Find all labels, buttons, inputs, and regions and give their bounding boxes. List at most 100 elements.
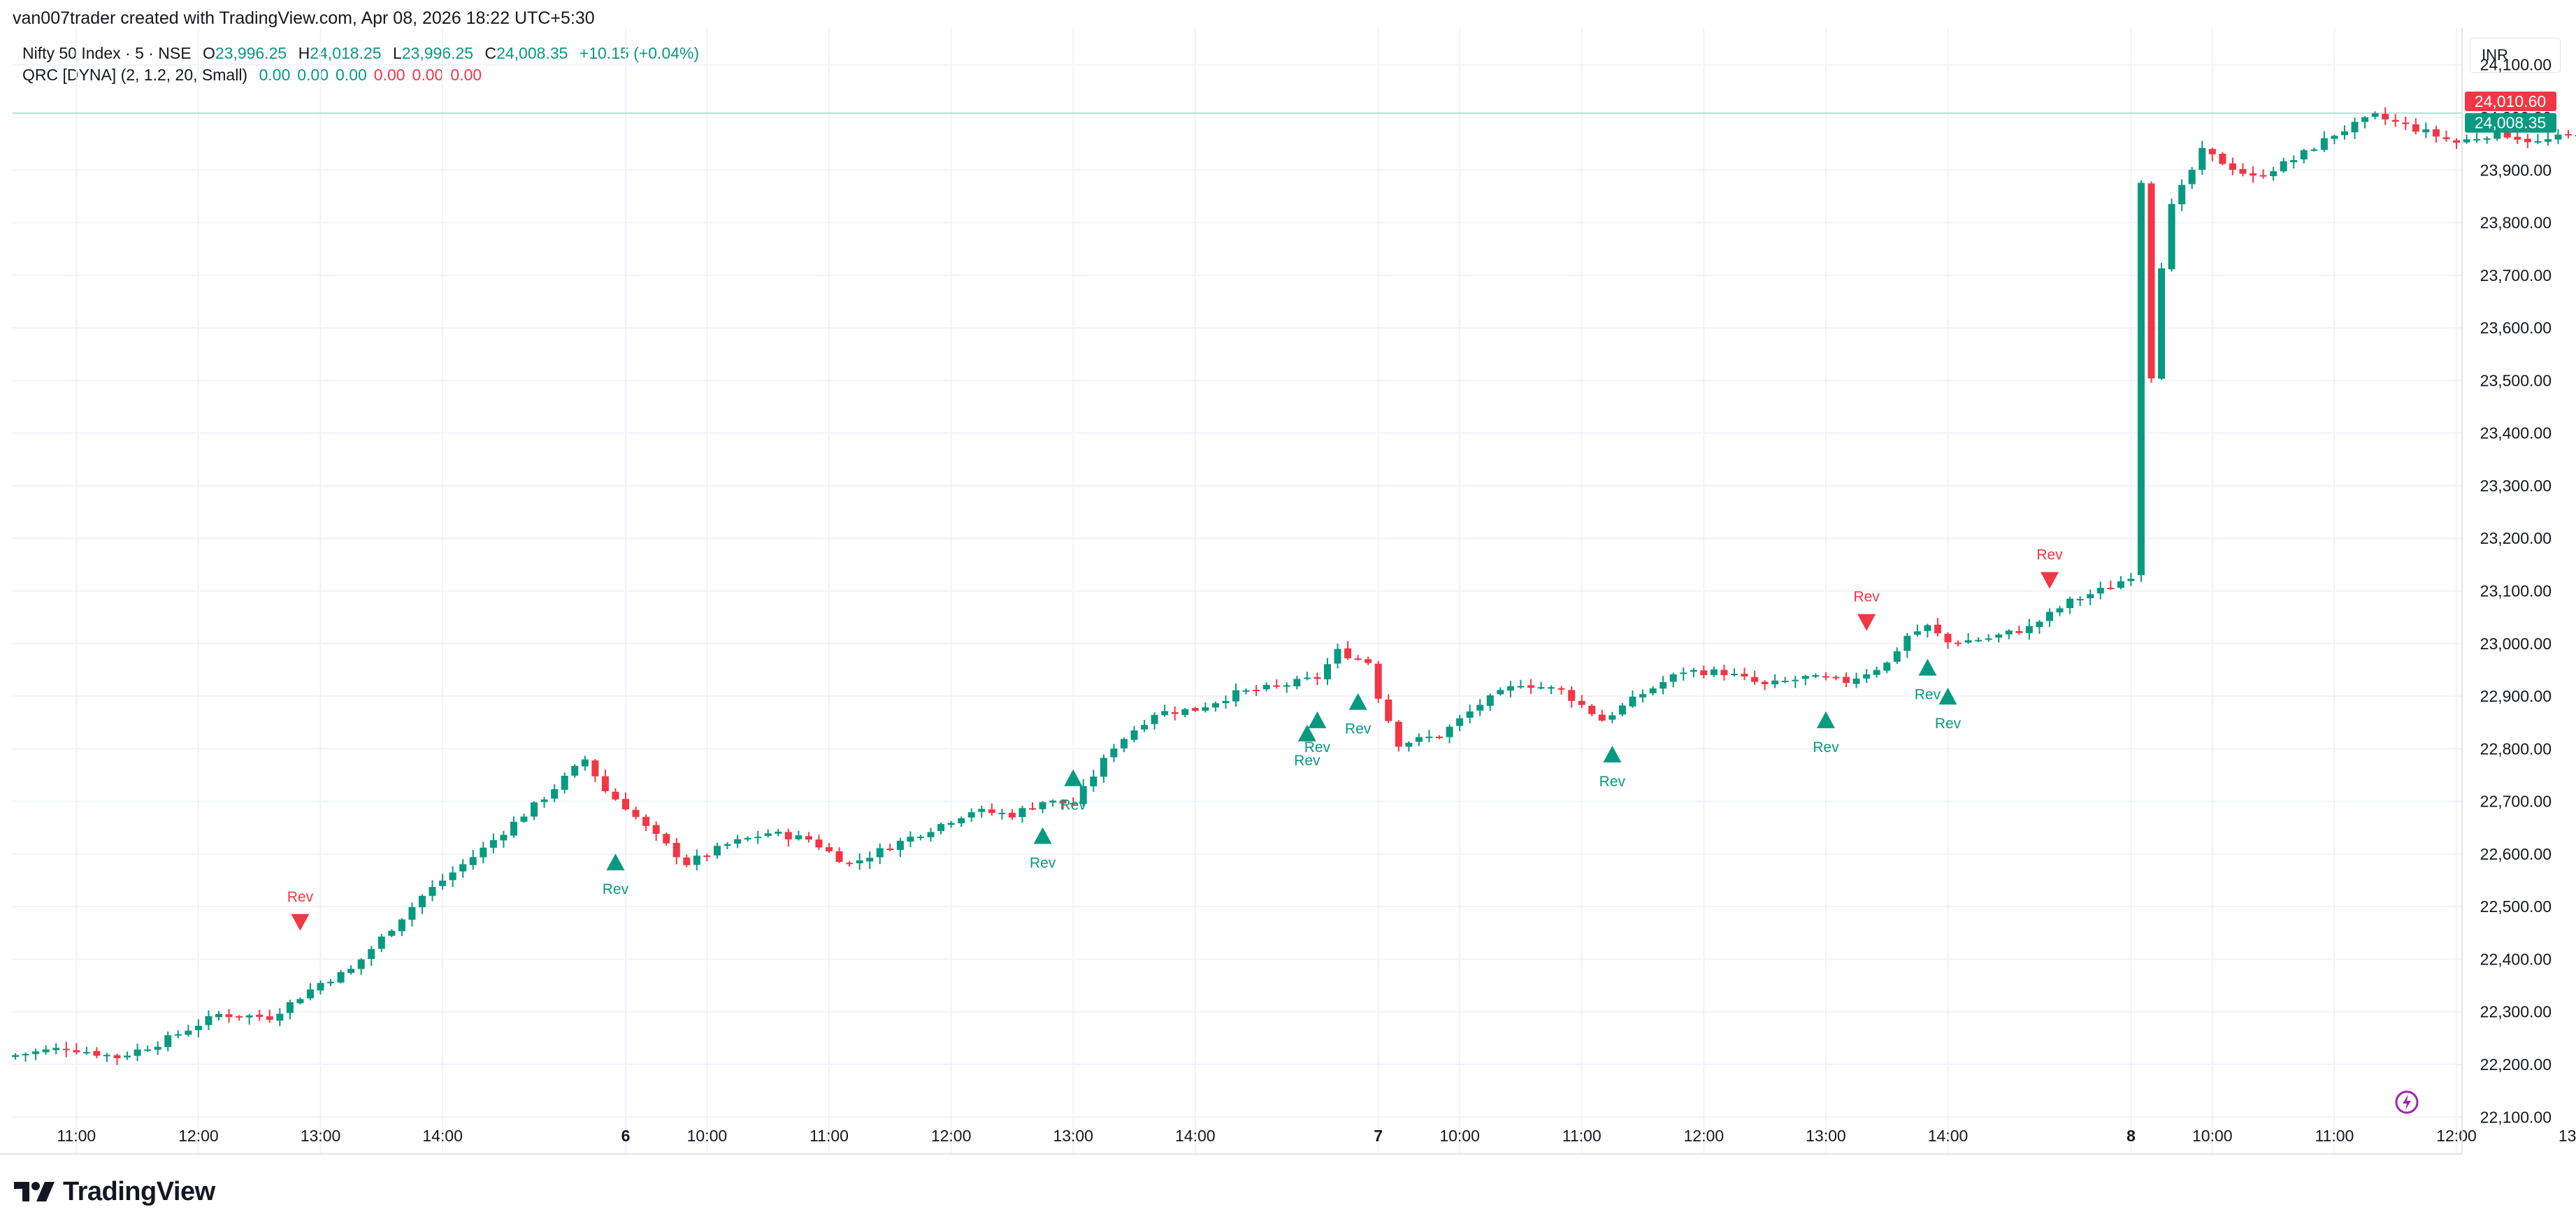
candle-body (2137, 182, 2145, 575)
candle-body (2280, 161, 2287, 172)
candle-body (1883, 663, 1891, 671)
change-value: +10.15 (+0.04%) (579, 44, 700, 62)
candle-body (876, 848, 884, 858)
candle-body (439, 880, 447, 886)
price-tag-label: 24,010.60 (2475, 92, 2546, 110)
candle-body (886, 848, 894, 851)
candle-body (978, 809, 986, 812)
candle-body (927, 832, 935, 837)
candle-body (1476, 705, 1484, 711)
candle-body (1771, 680, 1779, 685)
candle-body (693, 855, 700, 865)
candle-body (2351, 122, 2359, 133)
candle-body (377, 937, 385, 949)
candle-body (1314, 677, 1321, 679)
candle-body (368, 948, 375, 959)
triangle-up-icon (1297, 724, 1316, 742)
candle-body (1039, 802, 1046, 809)
triangle-up-icon (1308, 711, 1327, 728)
candle-body (2219, 153, 2226, 164)
candle-body (236, 1016, 243, 1018)
signal-label: Rev (603, 881, 629, 897)
candle-body (571, 765, 579, 776)
candle-body (388, 930, 396, 936)
candle-body (1680, 672, 1688, 674)
candle-body (1253, 689, 1260, 691)
candle-body (2005, 630, 2013, 635)
time-axis[interactable]: 11:00 12:00 13:00 14:00 6 10:00 11:00 12:00 13:0… (57, 1127, 2576, 1145)
signal-label: Rev (1935, 716, 1962, 732)
candle-body (1578, 700, 1585, 705)
symbol-name[interactable]: Nifty 50 Index · 5 · NSE (22, 44, 192, 62)
candle-body (2025, 626, 2033, 633)
price-axis[interactable]: 22,100.00 22,200.00 22,300.00 22,400.00 22,5… (2465, 56, 2556, 1127)
triangle-up-icon (606, 853, 625, 871)
candle-body (1171, 711, 1179, 714)
candle-body (2453, 140, 2460, 143)
open-value: 23,996.25 (215, 44, 287, 62)
candle-body (2188, 169, 2196, 185)
candle-body (2066, 598, 2074, 609)
candle-body (2107, 588, 2115, 590)
candle-body (337, 971, 345, 983)
candle-body (1751, 677, 1759, 682)
candle-body (1568, 690, 1576, 701)
candle-body (357, 959, 365, 969)
candle-body (134, 1049, 141, 1056)
rev-up-signal: Rev (1935, 688, 1962, 732)
x-tick-label: 10:00 (687, 1127, 728, 1145)
indicator-value: 0.00 (259, 66, 291, 84)
candle-body (1354, 658, 1362, 660)
candle-body (2402, 122, 2410, 124)
candle-body (988, 809, 995, 814)
replay-icon[interactable] (2394, 1089, 2420, 1115)
candle-body (1639, 694, 1646, 698)
grid (13, 28, 2462, 1154)
indicator-legend: QRC [DYNA] (2, 1.2, 20, Small) 0.00 0.00 0… (22, 66, 482, 85)
candle-body (1059, 800, 1067, 804)
candle-body (1242, 690, 1250, 692)
candle-body (1029, 808, 1036, 810)
close-label: C (484, 44, 497, 62)
x-tick-label: 13:00 (2559, 1127, 2576, 1145)
candle-body (480, 847, 487, 858)
signal-label: Rev (1813, 739, 1839, 756)
triangle-down-icon (2041, 572, 2059, 589)
candle-body (2290, 160, 2298, 163)
y-tick-label: 23,000.00 (2480, 635, 2552, 653)
candle-body (500, 835, 508, 841)
candle-body (1130, 730, 1138, 740)
rev-up-signal: Rev (1304, 711, 1331, 756)
y-tick-label: 23,100.00 (2480, 582, 2552, 600)
indicator-name[interactable]: QRC [DYNA] (2, 1.2, 20, Small) (22, 66, 248, 84)
x-tick-label: 12:00 (931, 1127, 972, 1145)
indicator-values: 0.00 0.00 0.00 0.00 0.00 0.00 (252, 66, 482, 84)
candle-body (449, 872, 456, 881)
price-tag-bg (2465, 113, 2556, 133)
candle-body (1985, 638, 1992, 640)
candle-body (1710, 669, 1718, 675)
candle-body (1649, 688, 1657, 693)
signal-label: Rev (1060, 797, 1087, 814)
candle-body (2503, 129, 2511, 138)
currency-selector[interactable]: INR (2470, 38, 2561, 73)
candle-body (1232, 690, 1239, 702)
triangle-up-icon (1603, 745, 1622, 763)
low-value: 23,996.25 (401, 44, 474, 62)
candle-body (896, 841, 904, 851)
candle-body (826, 847, 833, 851)
x-tick-label: 13:00 (301, 1127, 341, 1145)
x-tick-label: 12:00 (1684, 1127, 1725, 1145)
candle-body (642, 816, 650, 826)
candle-body (1690, 670, 1697, 672)
candle-body (1334, 649, 1341, 664)
candle-body (998, 812, 1006, 814)
candle-body (489, 840, 497, 848)
candle-body (1669, 674, 1677, 682)
candle-body (2259, 175, 2267, 177)
candle-body (1211, 703, 1219, 708)
candle-body (1832, 677, 1840, 679)
candle-body (408, 906, 416, 920)
rev-up-signal: Rev (1060, 769, 1087, 814)
